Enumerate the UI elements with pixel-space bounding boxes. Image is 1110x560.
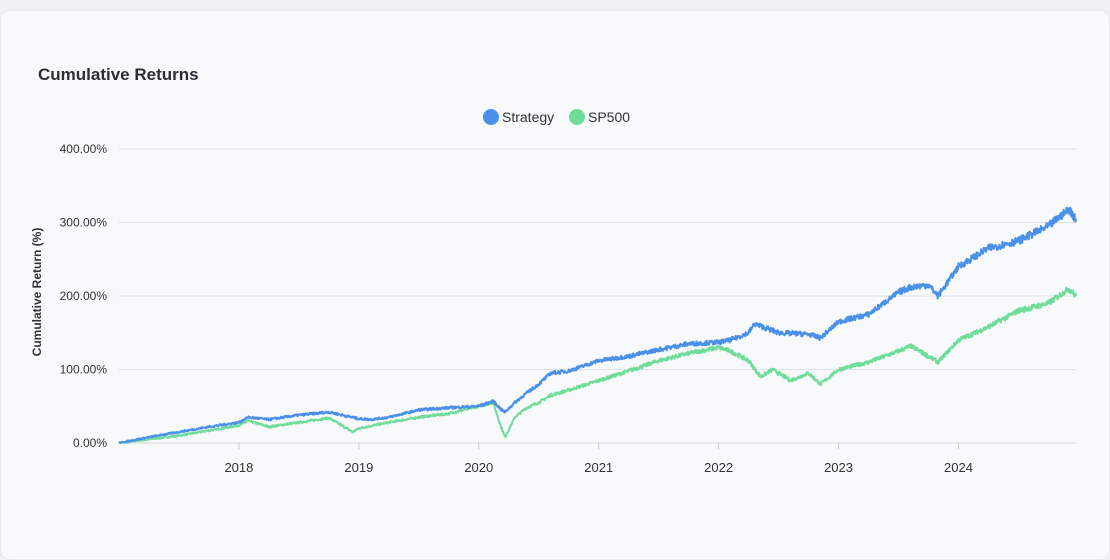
y-tick-label: 400.00% bbox=[60, 142, 108, 156]
x-tick-label: 2019 bbox=[344, 460, 373, 475]
series-line-sp500 bbox=[118, 286, 1077, 444]
series-lines bbox=[118, 206, 1077, 444]
y-axis-label: Cumulative Return (%) bbox=[30, 228, 44, 357]
x-tick-label: 2021 bbox=[584, 460, 613, 475]
legend-label: SP500 bbox=[588, 109, 630, 125]
y-tick-label: 0.00% bbox=[73, 436, 107, 450]
chart-title: Cumulative Returns bbox=[38, 65, 199, 84]
grid-lines bbox=[119, 148, 1076, 444]
x-tick-label: 2024 bbox=[944, 460, 973, 475]
y-tick-label: 200.00% bbox=[60, 289, 108, 303]
x-tick-label: 2023 bbox=[824, 460, 853, 475]
y-tick-label: 300.00% bbox=[60, 216, 108, 230]
x-tick-label: 2020 bbox=[464, 460, 493, 475]
series-line-strategy bbox=[118, 206, 1077, 444]
legend-swatch bbox=[569, 109, 585, 125]
legend-label: Strategy bbox=[502, 109, 554, 125]
legend-item-strategy[interactable]: Strategy bbox=[483, 109, 554, 125]
x-tick-label: 2022 bbox=[704, 460, 733, 475]
legend[interactable]: Strategy SP500 bbox=[483, 109, 630, 125]
y-axis-ticks: 0.00% 100.00% 200.00% 300.00% 400.00% bbox=[60, 142, 108, 450]
legend-swatch bbox=[483, 109, 499, 125]
legend-item-sp500[interactable]: SP500 bbox=[569, 109, 630, 125]
x-tick-label: 2018 bbox=[224, 460, 253, 475]
y-tick-label: 100.00% bbox=[60, 363, 108, 377]
x-axis-ticks: 2018 2019 2020 2021 2022 2023 2024 bbox=[119, 442, 1076, 475]
